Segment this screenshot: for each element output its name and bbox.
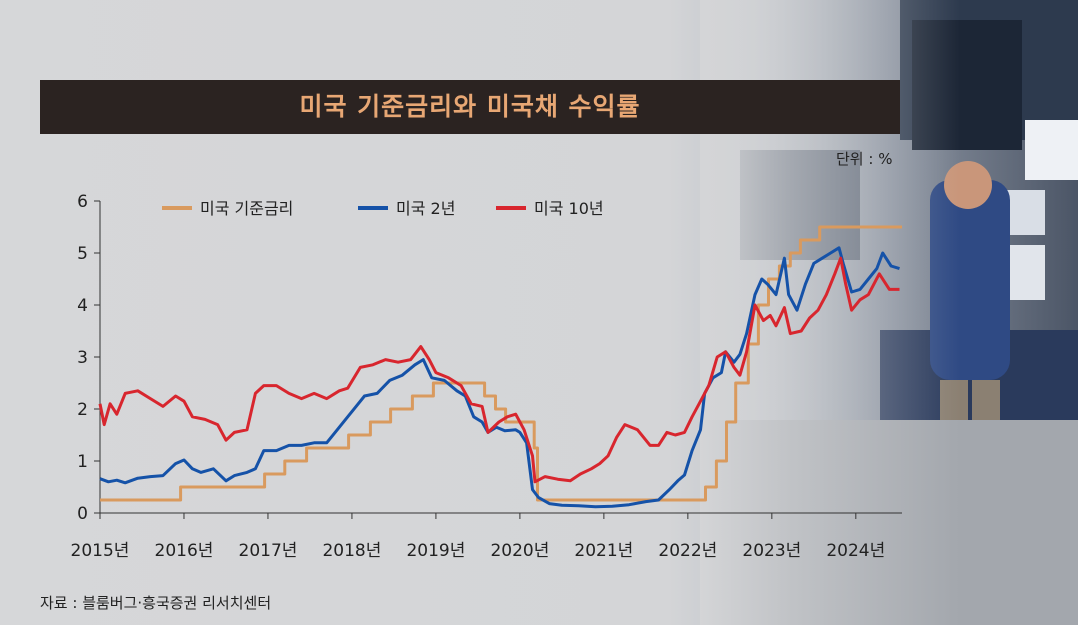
x-tick-label: 2018년	[322, 541, 381, 561]
y-tick-label: 6	[77, 192, 88, 212]
y-tick-label: 0	[77, 504, 88, 524]
x-tick-label: 2023년	[742, 541, 801, 561]
x-tick-label: 2022년	[658, 541, 717, 561]
x-tick-label: 2019년	[406, 541, 465, 561]
series-line-us-10y	[98, 256, 900, 484]
source-note: 자료 : 블룸버그·흥국증권 리서치센터	[40, 594, 272, 612]
axes: 0 1 2 3 4 5 6 2015년 2016년 2017년 2018년 2019년 2020년 202…	[71, 192, 902, 561]
x-tick-label: 2020년	[490, 541, 549, 561]
title-bar	[40, 80, 900, 134]
y-tick-label: 2	[77, 400, 88, 420]
series-line-us-2y	[99, 246, 900, 509]
y-tick-label: 4	[77, 296, 88, 316]
y-tick-label: 5	[77, 244, 88, 264]
legend-label-fed-rate: 미국 기준금리	[200, 199, 293, 218]
unit-label: 단위 : %	[836, 150, 893, 168]
x-tick-label: 2015년	[71, 541, 130, 561]
x-tick-label: 2021년	[574, 541, 633, 561]
x-tick-label: 2024년	[826, 541, 885, 561]
series-line-fed-rate	[100, 225, 902, 502]
y-tick-label: 3	[77, 348, 88, 368]
x-tick-label: 2016년	[155, 541, 214, 561]
y-tick-label: 1	[77, 452, 88, 472]
legend-label-us-10y: 미국 10년	[534, 199, 604, 218]
chart-title: 미국 기준금리와 미국채 수익률	[299, 92, 641, 121]
x-tick-label: 2017년	[239, 541, 298, 561]
legend-label-us-2y: 미국 2년	[396, 199, 455, 218]
series-layer	[98, 225, 902, 509]
legend: 미국 기준금리 미국 2년 미국 10년	[162, 199, 604, 218]
